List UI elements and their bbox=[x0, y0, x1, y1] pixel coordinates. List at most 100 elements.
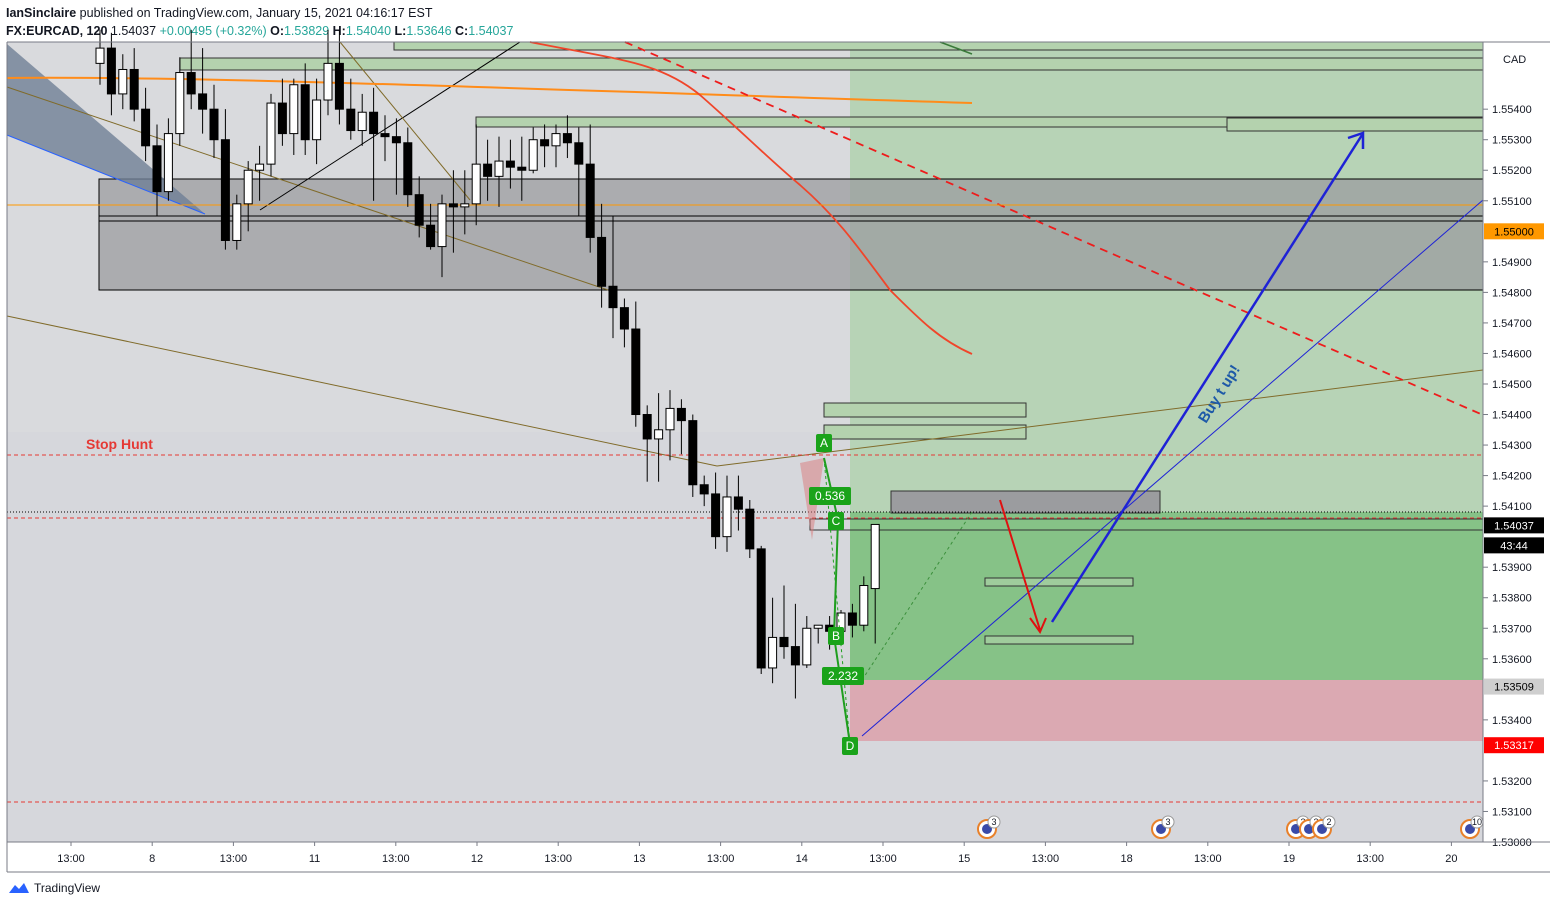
candle[interactable] bbox=[699, 475, 709, 507]
zone-box[interactable] bbox=[393, 41, 1484, 51]
candle[interactable] bbox=[688, 414, 698, 497]
zone-box[interactable] bbox=[890, 490, 1161, 514]
candle[interactable] bbox=[790, 603, 800, 699]
candle[interactable] bbox=[676, 399, 686, 455]
candle[interactable] bbox=[152, 124, 162, 217]
candle[interactable] bbox=[813, 624, 823, 644]
candle[interactable] bbox=[847, 603, 857, 638]
candle[interactable] bbox=[403, 127, 413, 207]
zone-box[interactable] bbox=[984, 635, 1134, 645]
zone-box[interactable] bbox=[179, 57, 1484, 71]
event-badge[interactable]: 2 bbox=[1312, 815, 1336, 839]
candle[interactable] bbox=[585, 124, 595, 253]
candle[interactable] bbox=[186, 29, 196, 110]
event-badge[interactable]: 3 bbox=[977, 815, 1001, 839]
ratio-label[interactable]: 2.232 bbox=[828, 669, 858, 683]
candle[interactable] bbox=[300, 63, 310, 155]
candle[interactable] bbox=[209, 84, 219, 159]
candle[interactable] bbox=[163, 118, 173, 201]
candle[interactable] bbox=[733, 475, 743, 531]
zone-box[interactable] bbox=[1226, 117, 1484, 132]
candle[interactable] bbox=[369, 87, 379, 201]
candle[interactable] bbox=[483, 139, 493, 201]
price-axis[interactable] bbox=[1483, 42, 1550, 842]
candle[interactable] bbox=[232, 194, 242, 250]
dashed-trend-line[interactable] bbox=[624, 41, 1484, 416]
candle[interactable] bbox=[642, 405, 652, 482]
candle[interactable] bbox=[654, 393, 664, 482]
candle[interactable] bbox=[460, 170, 470, 235]
candle[interactable] bbox=[562, 115, 572, 159]
candle[interactable] bbox=[334, 29, 344, 125]
ratio-label[interactable]: 0.536 bbox=[815, 489, 845, 503]
candle[interactable] bbox=[517, 136, 527, 201]
buy-arrow[interactable] bbox=[1050, 134, 1364, 623]
candle[interactable] bbox=[711, 472, 721, 549]
candle[interactable] bbox=[779, 585, 789, 659]
candle[interactable] bbox=[574, 127, 584, 217]
blue-trend-line[interactable] bbox=[861, 199, 1484, 737]
trend-line[interactable] bbox=[6, 315, 718, 467]
candle[interactable] bbox=[802, 616, 812, 668]
candle[interactable] bbox=[255, 145, 265, 201]
candle[interactable] bbox=[471, 124, 481, 226]
candle[interactable] bbox=[597, 203, 607, 308]
candle[interactable] bbox=[540, 124, 550, 168]
down-arrow[interactable] bbox=[999, 499, 1041, 631]
pattern-label[interactable]: C bbox=[832, 514, 841, 528]
candle[interactable] bbox=[859, 576, 869, 632]
pattern-label[interactable]: B bbox=[832, 629, 840, 643]
candle[interactable] bbox=[631, 301, 641, 427]
candle[interactable] bbox=[323, 29, 333, 116]
candle[interactable] bbox=[768, 597, 778, 684]
candle[interactable] bbox=[437, 194, 447, 278]
candle[interactable] bbox=[141, 87, 151, 162]
zone-box[interactable] bbox=[823, 424, 1027, 440]
candle[interactable] bbox=[414, 176, 424, 238]
candle[interactable] bbox=[118, 54, 128, 110]
candle[interactable] bbox=[312, 78, 322, 165]
candle[interactable] bbox=[745, 500, 755, 559]
candle[interactable] bbox=[608, 216, 618, 339]
trend-line[interactable] bbox=[259, 41, 521, 211]
pattern-label[interactable]: D bbox=[846, 739, 855, 753]
candle[interactable] bbox=[220, 109, 230, 250]
moving-average-orange[interactable] bbox=[6, 76, 973, 104]
candle[interactable] bbox=[528, 127, 538, 174]
candle[interactable] bbox=[448, 170, 458, 253]
candle[interactable] bbox=[243, 161, 253, 232]
candle[interactable] bbox=[106, 32, 116, 116]
zone-box[interactable] bbox=[823, 402, 1027, 418]
candle[interactable] bbox=[175, 57, 185, 146]
candle[interactable] bbox=[198, 48, 208, 134]
event-badge[interactable]: 3 bbox=[1151, 815, 1175, 839]
moving-average-red[interactable] bbox=[529, 41, 973, 355]
candle[interactable] bbox=[665, 390, 675, 461]
candle[interactable] bbox=[505, 139, 515, 189]
candle[interactable] bbox=[357, 93, 367, 146]
candle[interactable] bbox=[277, 78, 287, 146]
trend-line[interactable] bbox=[6, 86, 609, 291]
candle[interactable] bbox=[870, 523, 880, 644]
candle[interactable] bbox=[95, 29, 105, 85]
candle[interactable] bbox=[266, 93, 276, 177]
footer[interactable]: TradingView bbox=[8, 881, 100, 895]
trend-line[interactable] bbox=[716, 369, 1484, 467]
time-axis[interactable] bbox=[7, 842, 1483, 872]
candle[interactable] bbox=[551, 124, 561, 168]
candle[interactable] bbox=[619, 298, 629, 348]
pattern-label[interactable]: A bbox=[820, 436, 828, 450]
candle[interactable] bbox=[289, 78, 299, 155]
author-name[interactable]: IanSinclaire bbox=[6, 6, 77, 20]
candle[interactable] bbox=[346, 78, 356, 140]
trend-line[interactable] bbox=[339, 41, 471, 201]
candle[interactable] bbox=[756, 545, 766, 675]
stop-hunt-label[interactable]: Stop Hunt bbox=[86, 436, 153, 452]
candle[interactable] bbox=[494, 136, 504, 207]
candle[interactable] bbox=[722, 475, 732, 552]
candle[interactable] bbox=[426, 203, 436, 250]
zone-box[interactable] bbox=[984, 577, 1134, 587]
candle[interactable] bbox=[380, 115, 390, 162]
